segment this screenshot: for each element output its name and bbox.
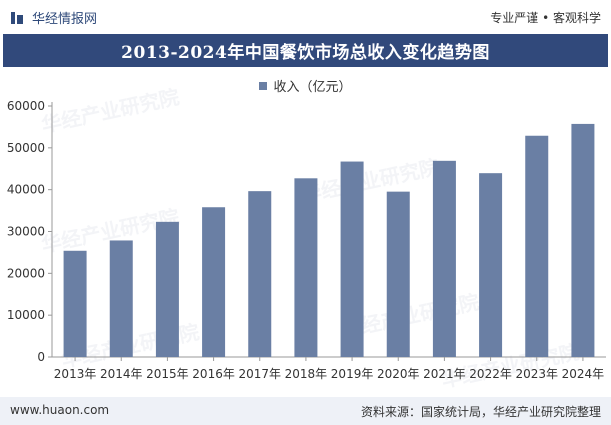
x-tick-label: 2020年 xyxy=(377,367,420,381)
footer-website: www.huaon.com xyxy=(10,403,110,417)
brand: 华经情报网 xyxy=(10,8,97,27)
x-tick-label: 2021年 xyxy=(423,367,466,381)
x-tick-label: 2016年 xyxy=(192,367,235,381)
bar xyxy=(109,240,133,357)
footer-source: 资料来源：国家统计局，华经产业研究院整理 xyxy=(360,405,601,419)
legend-label: 收入（亿元） xyxy=(273,80,352,95)
x-tick-label: 2023年 xyxy=(515,367,558,381)
bar-chart: 0 10000 20000 30000 40000 50000 60000 2013年 2014… xyxy=(7,99,606,381)
chart-legend: 收入（亿元） xyxy=(0,76,611,95)
bar xyxy=(525,135,549,357)
x-tick-label: 2017年 xyxy=(238,367,281,381)
x-tick-label: 2015年 xyxy=(146,367,189,381)
tagline: 专业严谨 • 客观科学 xyxy=(490,11,601,25)
y-tick-label: 50000 xyxy=(7,141,45,155)
y-tick-label: 0 xyxy=(37,350,45,364)
y-tick-label: 40000 xyxy=(7,183,45,197)
bar xyxy=(386,191,410,357)
bar xyxy=(571,123,595,358)
bar xyxy=(202,207,226,357)
legend-swatch xyxy=(259,81,268,90)
footer: www.huaon.com 资料来源：国家统计局，华经产业研究院整理 xyxy=(0,397,611,425)
x-tick-label: 2024年 xyxy=(562,367,605,381)
bar xyxy=(432,160,456,357)
bar xyxy=(479,173,503,357)
chart-title: 2013-2024年中国餐饮市场总收入变化趋势图 xyxy=(121,43,490,63)
bar xyxy=(340,161,364,357)
bar xyxy=(248,191,272,357)
title-band: 2013-2024年中国餐饮市场总收入变化趋势图 xyxy=(3,34,608,67)
x-tick-label: 2018年 xyxy=(285,367,328,381)
x-tick-label: 2014年 xyxy=(100,367,143,381)
brand-logo-icon xyxy=(11,11,23,24)
y-tick-label: 20000 xyxy=(7,266,45,280)
y-tick-label: 30000 xyxy=(7,225,45,239)
brand-name: 华经情报网 xyxy=(32,12,98,27)
x-tick-label: 2013年 xyxy=(54,367,97,381)
y-tick-label: 60000 xyxy=(7,99,45,113)
bar xyxy=(155,221,179,357)
bar xyxy=(63,250,87,357)
x-tick-label: 2022年 xyxy=(469,367,512,381)
y-tick-label: 10000 xyxy=(7,308,45,322)
x-tick-label: 2019年 xyxy=(331,367,374,381)
bar xyxy=(294,178,318,357)
top-bar: 华经情报网 专业严谨 • 客观科学 xyxy=(0,0,611,34)
